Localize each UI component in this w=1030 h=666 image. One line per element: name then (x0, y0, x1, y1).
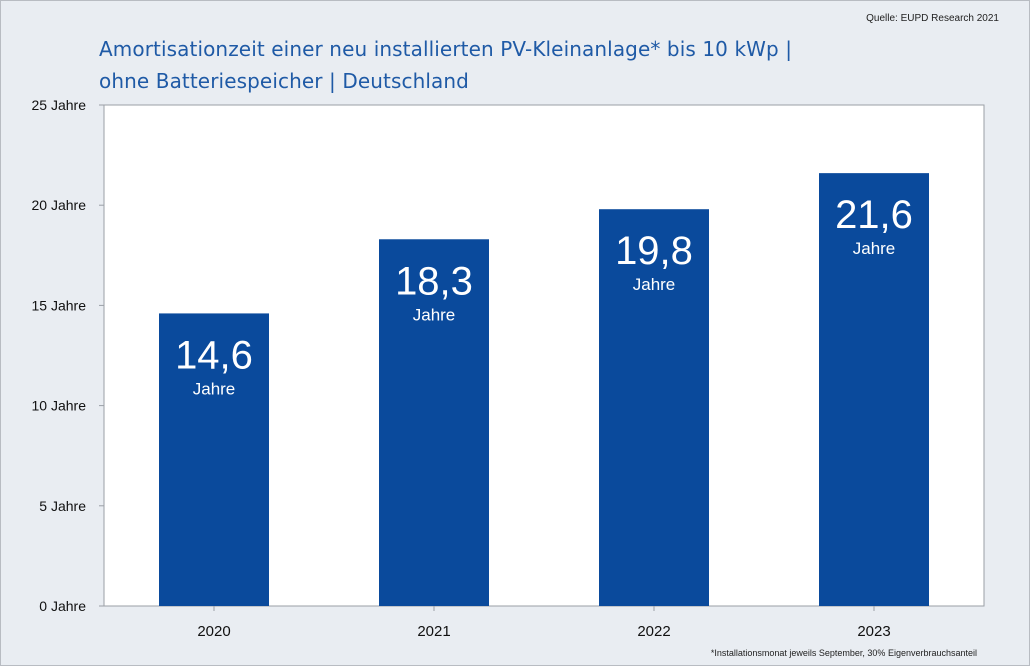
source-label: Quelle: EUPD Research 2021 (866, 13, 999, 24)
bar-unit-label: Jahre (413, 305, 456, 324)
chart-title-line-1: Amortisationzeit einer neu installierten… (99, 37, 793, 61)
bar (159, 313, 269, 606)
x-tick-label: 2022 (637, 623, 670, 640)
footnote: *Installationsmonat jeweils September, 3… (710, 648, 977, 658)
y-tick-label: 0 Jahre (39, 598, 86, 614)
y-tick-label: 15 Jahre (32, 297, 87, 313)
bar (819, 173, 929, 607)
bar (599, 209, 709, 606)
x-tick-label: 2021 (417, 623, 450, 640)
bar-unit-label: Jahre (853, 239, 896, 258)
y-tick-label: 25 Jahre (32, 97, 87, 113)
y-tick-label: 20 Jahre (32, 197, 87, 213)
x-tick-label: 2023 (857, 623, 890, 640)
bar-unit-label: Jahre (633, 275, 676, 294)
bar-value-label: 19,8 (615, 229, 693, 273)
x-tick-label: 2020 (197, 623, 230, 640)
y-tick-label: 5 Jahre (39, 498, 86, 514)
bar-value-label: 21,6 (835, 193, 913, 237)
y-tick-label: 10 Jahre (32, 398, 87, 414)
bar-value-label: 18,3 (395, 259, 473, 303)
bar (379, 239, 489, 606)
bar-unit-label: Jahre (193, 379, 236, 398)
chart-title-line-2: ohne Batteriespeicher | Deutschland (99, 69, 469, 93)
bar-value-label: 14,6 (175, 333, 253, 377)
chart-title: Amortisationzeit einer neu installierten… (99, 33, 859, 97)
